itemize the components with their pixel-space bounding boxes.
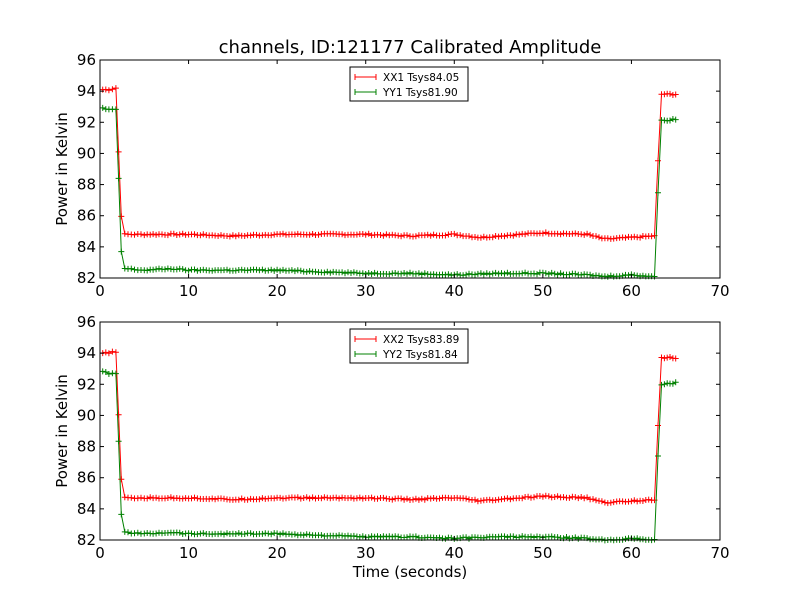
x-tick-label: 20	[268, 544, 287, 562]
legend-entry: XX1 Tsys84.05	[383, 72, 459, 84]
panel-2: 0 10 20 30 40 50 60 70 82 84 86 88 90 92 94 96 Power in …	[53, 313, 730, 581]
x-tick-label: 10	[179, 544, 198, 562]
y-tick-label: 90	[77, 144, 96, 162]
y-tick-label: 96	[77, 51, 96, 69]
y-tick-label: 86	[77, 469, 96, 487]
legend-marker	[354, 351, 377, 357]
axes-frame	[99, 59, 721, 279]
y-tick-label: 84	[77, 238, 96, 256]
x-tick-label: 70	[710, 544, 729, 562]
x-tick-label: 20	[268, 282, 287, 300]
x-tick-label: 30	[356, 282, 375, 300]
y-tick-label: 96	[77, 313, 96, 331]
legend-marker	[354, 89, 377, 95]
x-tick-label: 70	[710, 282, 729, 300]
x-tick-label: 50	[533, 282, 552, 300]
chart-title: channels, ID:121177 Calibrated Amplitude	[219, 37, 602, 58]
y-axis-label: Power in Kelvin	[53, 112, 71, 226]
x-tick-label: 60	[622, 282, 641, 300]
y-tick-label: 92	[77, 375, 96, 393]
y-tick-label: 94	[77, 344, 96, 362]
legend-box	[349, 328, 469, 364]
chart-panels: 0 10 20 30 40 50 60 70 82 84 86 88 90 92 94 96 Power in …	[53, 51, 730, 581]
legend: XX2 Tsys83.89 YY2 Tsys81.84	[349, 328, 469, 364]
x-tick-label: 0	[95, 282, 105, 300]
x-tick-label: 40	[445, 544, 464, 562]
legend-marker	[354, 336, 377, 342]
legend-entry: XX2 Tsys83.89	[383, 334, 459, 346]
x-tick-label: 50	[533, 544, 552, 562]
y-tick-label: 94	[77, 82, 96, 100]
x-tick-label: 60	[622, 544, 641, 562]
x-axis-label: Time (seconds)	[352, 563, 468, 581]
x-tick-label: 30	[356, 544, 375, 562]
y-tick-label: 88	[77, 176, 96, 194]
y-tick-label: 88	[77, 438, 96, 456]
axes-frame	[99, 321, 721, 541]
legend-entry: YY2 Tsys81.84	[382, 349, 458, 361]
series-markers-1	[99, 85, 679, 242]
y-tick-label: 90	[77, 406, 96, 424]
x-tick-label: 10	[179, 282, 198, 300]
y-tick-label: 82	[77, 269, 96, 287]
y-tick-label: 86	[77, 207, 96, 225]
legend-marker	[354, 74, 377, 80]
x-tick-label: 0	[95, 544, 105, 562]
x-tick-label: 40	[445, 282, 464, 300]
y-tick-label: 82	[77, 531, 96, 549]
legend: XX1 Tsys84.05 YY1 Tsys81.90	[349, 66, 469, 102]
series-markers-2	[99, 104, 679, 280]
y-axis-label: Power in Kelvin	[53, 374, 71, 488]
y-tick-label: 92	[77, 113, 96, 131]
y-tick-label: 84	[77, 500, 96, 518]
panel-1: 0 10 20 30 40 50 60 70 82 84 86 88 90 92 94 96 Power in …	[53, 51, 730, 300]
legend-entry: YY1 Tsys81.90	[382, 87, 458, 99]
legend-box	[349, 66, 469, 102]
